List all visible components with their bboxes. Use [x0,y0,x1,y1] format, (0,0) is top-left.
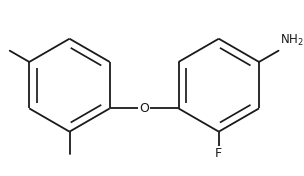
Text: NH$_2$: NH$_2$ [280,33,304,48]
Text: O: O [139,102,149,115]
Text: F: F [215,147,222,160]
